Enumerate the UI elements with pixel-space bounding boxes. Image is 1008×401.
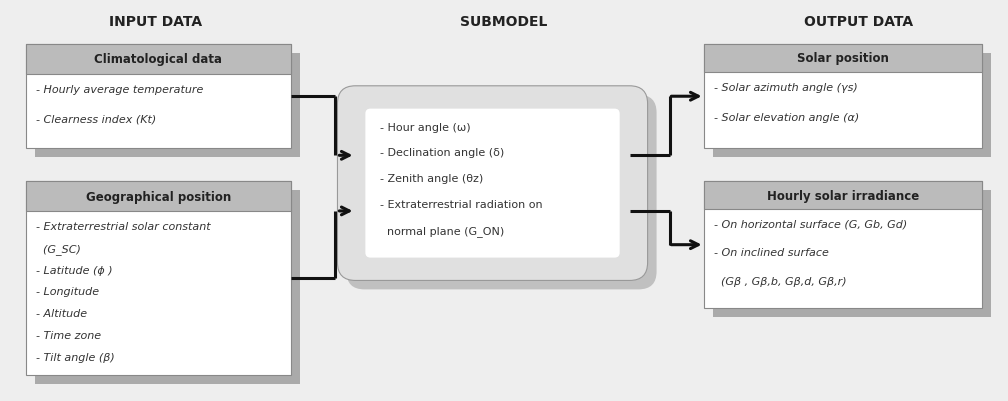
FancyBboxPatch shape — [705, 45, 982, 149]
Text: - On horizontal surface (G, Gb, Gd): - On horizontal surface (G, Gb, Gd) — [715, 219, 907, 229]
Text: - Solar elevation angle (α): - Solar elevation angle (α) — [715, 113, 860, 123]
Text: - Extraterrestrial solar constant: - Extraterrestrial solar constant — [36, 221, 211, 231]
Text: - Zenith angle (θz): - Zenith angle (θz) — [380, 174, 484, 184]
FancyBboxPatch shape — [705, 45, 982, 73]
Text: Geographical position: Geographical position — [86, 190, 231, 203]
Text: normal plane (G_ON): normal plane (G_ON) — [380, 225, 505, 236]
FancyBboxPatch shape — [714, 190, 991, 318]
Text: - On inclined surface: - On inclined surface — [715, 248, 830, 257]
Text: - Latitude (ϕ ): - Latitude (ϕ ) — [36, 265, 113, 275]
Text: - Clearness index (Kt): - Clearness index (Kt) — [36, 114, 156, 124]
Text: OUTPUT DATA: OUTPUT DATA — [804, 15, 913, 29]
Text: - Declination angle (δ): - Declination angle (δ) — [380, 148, 505, 158]
FancyBboxPatch shape — [35, 54, 299, 158]
FancyBboxPatch shape — [365, 109, 620, 258]
FancyBboxPatch shape — [347, 95, 656, 290]
Text: (Gβ , Gβ,b, Gβ,d, Gβ,r): (Gβ , Gβ,b, Gβ,d, Gβ,r) — [715, 276, 847, 286]
FancyBboxPatch shape — [705, 182, 982, 209]
Text: Solar position: Solar position — [797, 53, 889, 65]
Text: SUBMODEL: SUBMODEL — [461, 15, 547, 29]
Text: - Hourly average temperature: - Hourly average temperature — [36, 85, 204, 95]
Text: - Time zone: - Time zone — [36, 330, 102, 340]
FancyBboxPatch shape — [26, 45, 290, 149]
Text: - Longitude: - Longitude — [36, 287, 100, 297]
Text: Climatological data: Climatological data — [95, 53, 223, 66]
Text: - Altitude: - Altitude — [36, 308, 88, 318]
FancyBboxPatch shape — [26, 182, 290, 211]
Text: - Solar azimuth angle (γs): - Solar azimuth angle (γs) — [715, 83, 858, 93]
Text: Hourly solar irradiance: Hourly solar irradiance — [767, 189, 919, 202]
FancyBboxPatch shape — [338, 87, 647, 281]
FancyBboxPatch shape — [26, 182, 290, 375]
FancyBboxPatch shape — [35, 190, 299, 384]
FancyBboxPatch shape — [705, 182, 982, 308]
Text: - Tilt angle (β): - Tilt angle (β) — [36, 352, 115, 362]
FancyBboxPatch shape — [714, 54, 991, 158]
Text: (G_SC): (G_SC) — [36, 243, 82, 254]
Text: - Extraterrestrial radiation on: - Extraterrestrial radiation on — [380, 199, 543, 209]
FancyBboxPatch shape — [26, 45, 290, 75]
Text: - Hour angle (ω): - Hour angle (ω) — [380, 122, 471, 132]
Text: INPUT DATA: INPUT DATA — [110, 15, 203, 29]
